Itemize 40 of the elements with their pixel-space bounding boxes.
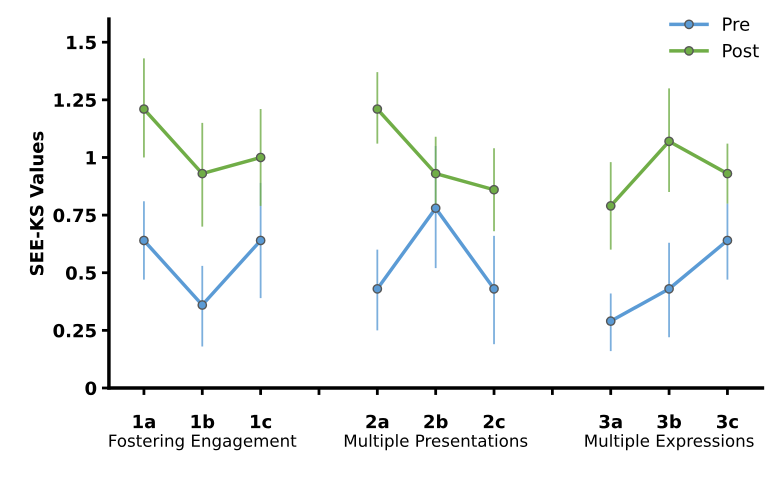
x-tick-label: 3b [658,414,682,428]
text: Fostering Engagement [109,434,296,450]
y-tick-label: 0.75 [53,208,96,222]
y-tick-label: 0 [85,381,96,396]
point [722,236,732,246]
point [430,203,441,214]
x-tick-label: 2b [424,414,448,428]
x-tick-label: 3c [717,414,738,428]
y-tick-label: 0.25 [53,324,96,338]
x-tick-label: 2a [366,414,388,428]
y-tick-label: 1.25 [54,93,96,107]
x-tick-label: 1c [251,414,272,428]
point [722,168,732,178]
point [489,284,499,294]
point [489,184,499,195]
x-tick-label: 1b [192,414,214,428]
point [197,300,208,310]
point [256,152,266,162]
x-tick-label: 1a [134,414,155,428]
point [372,284,382,294]
text: Multiple Presentations [344,434,528,450]
legend-label: Pre [723,18,750,31]
point [606,201,616,211]
point [664,284,674,294]
y-tick-label: 1.5 [67,36,96,50]
point [430,168,441,178]
point [256,236,266,246]
point [372,104,382,114]
point [606,316,616,326]
x-tick-label: 3a [600,414,622,428]
point [139,104,149,114]
y-axis-title: SEE-KS Values [30,132,44,276]
x-tick-label: 2c [484,414,504,428]
point [197,168,208,178]
y-tick-label: 1 [86,151,96,164]
y-tick-label: 0.5 [66,266,96,280]
point [139,236,149,246]
point [664,136,674,146]
text: Multiple Expressions [585,434,754,450]
legend-label: Post [723,44,759,58]
